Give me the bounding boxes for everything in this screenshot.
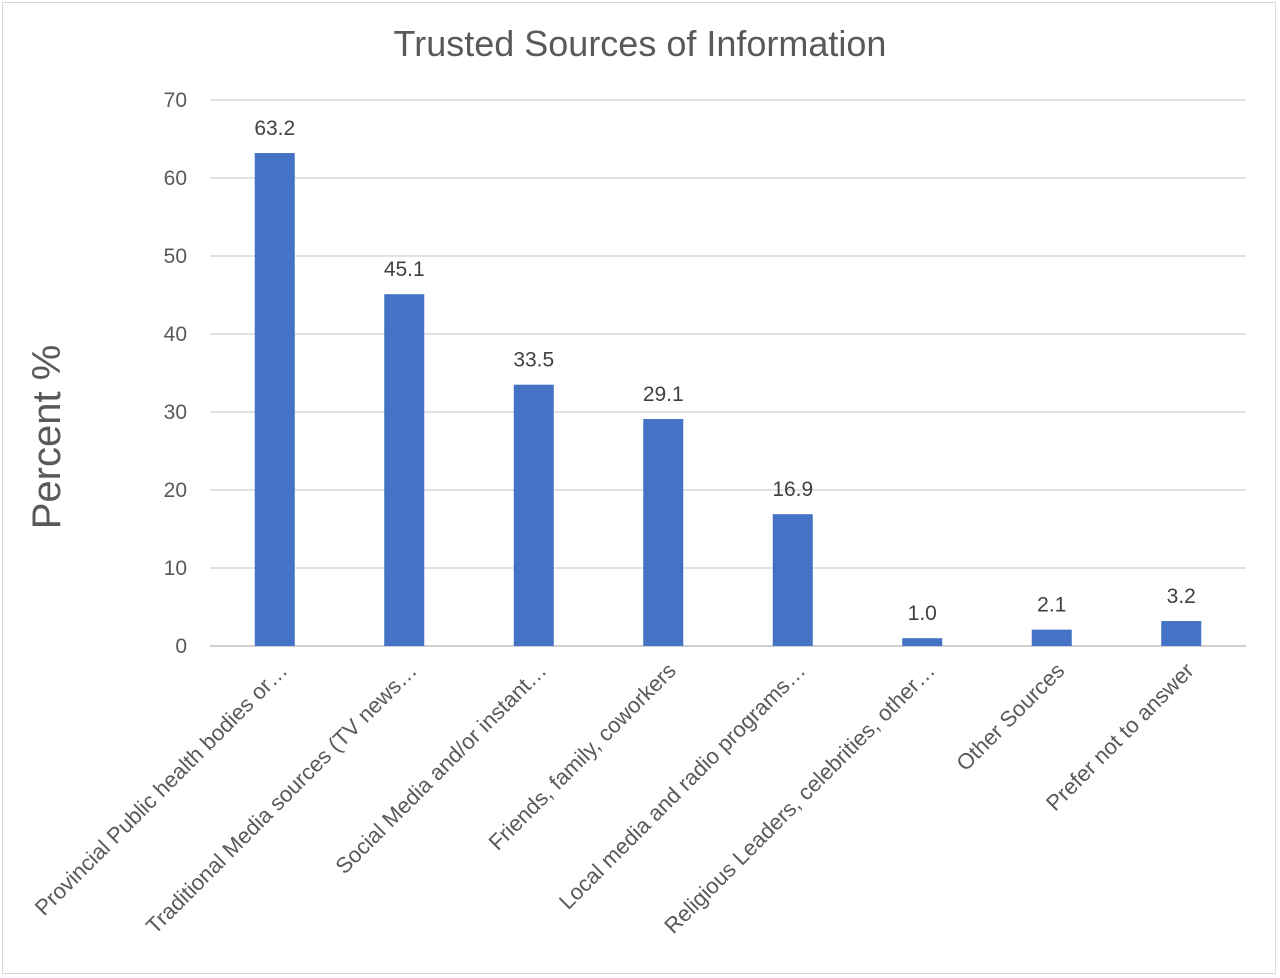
gridlines <box>210 99 1246 647</box>
x-category-label: Religious Leaders, celebrities, other… <box>659 658 940 939</box>
x-category-label: Provincial Public health bodies or… <box>30 658 292 920</box>
bar <box>643 419 684 646</box>
y-tick-label: 10 <box>164 557 187 580</box>
data-label: 63.2 <box>254 117 295 140</box>
data-label: 16.9 <box>772 478 813 501</box>
data-label: 1.0 <box>908 602 937 625</box>
y-axis-ticks: 0 10 20 30 40 50 60 70 <box>164 89 187 658</box>
bar <box>902 638 943 646</box>
bar <box>384 294 425 646</box>
chart-title: Trusted Sources of Information <box>394 23 887 64</box>
y-tick-label: 20 <box>164 479 187 502</box>
x-category-label: Other Sources <box>951 658 1069 776</box>
x-category-label: Prefer not to answer <box>1041 658 1199 816</box>
bars <box>254 153 1202 647</box>
x-category-label: Local media and radio programs… <box>554 658 810 914</box>
data-label: 2.1 <box>1037 594 1066 617</box>
data-label: 3.2 <box>1167 585 1196 608</box>
x-category-label: Traditional Media sources (TV news… <box>141 658 422 939</box>
y-tick-label: 0 <box>175 635 187 658</box>
bar <box>254 153 295 647</box>
y-tick-label: 60 <box>164 167 187 190</box>
y-tick-label: 70 <box>164 89 187 112</box>
y-tick-label: 30 <box>164 401 187 424</box>
data-labels: 63.2 45.1 33.5 29.1 16.9 1.0 2.1 3.2 <box>254 117 1196 625</box>
bar <box>772 514 813 646</box>
x-axis-categories: Provincial Public health bodies or…Tradi… <box>30 658 1199 939</box>
bar <box>1161 621 1202 646</box>
data-label: 29.1 <box>643 383 684 406</box>
data-label: 45.1 <box>384 258 425 281</box>
y-tick-label: 40 <box>164 323 187 346</box>
bar <box>1031 629 1072 646</box>
x-category-label: Social Media and/or instant… <box>330 658 551 879</box>
bar <box>513 384 554 646</box>
y-axis-label: Percent % <box>25 345 69 530</box>
y-tick-label: 50 <box>164 245 187 268</box>
data-label: 33.5 <box>513 349 554 372</box>
